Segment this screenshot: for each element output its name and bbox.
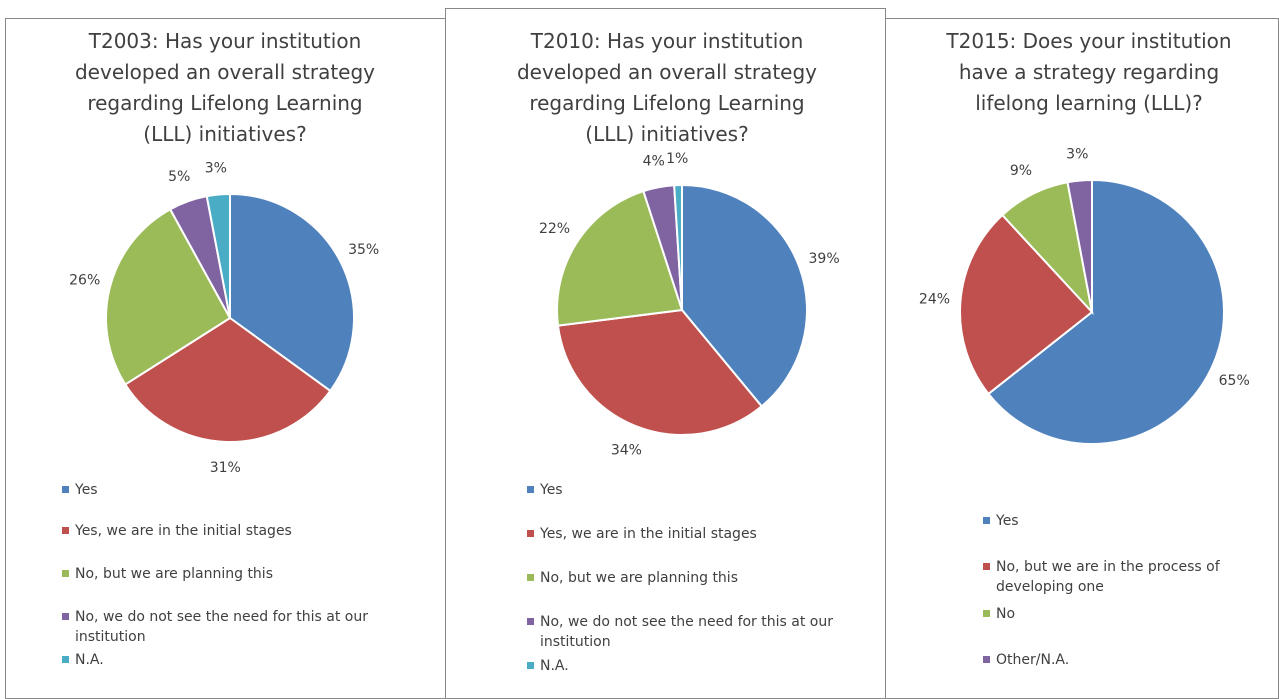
legend-label: No, but we are planning this <box>540 570 738 586</box>
legend-swatch <box>62 570 69 577</box>
legend-swatch <box>527 530 534 537</box>
legend-swatch <box>983 563 990 570</box>
pie-slice <box>673 183 683 311</box>
legend-swatch <box>527 574 534 581</box>
legend-swatch <box>983 610 990 617</box>
legend-swatch <box>527 486 534 493</box>
legend-label: Yes <box>540 482 563 498</box>
chart-title: T2003: Has your institution developed an… <box>74 29 376 146</box>
data-label: 31% <box>210 460 241 476</box>
data-label: 3% <box>1066 147 1088 163</box>
legend-swatch <box>62 656 69 663</box>
data-label: 65% <box>1219 373 1250 389</box>
legend-label: No <box>996 606 1016 622</box>
pie-slice <box>681 183 808 408</box>
chart-title: T2010: Has your institution developed an… <box>516 29 818 146</box>
pie-slice <box>123 316 332 443</box>
legend-swatch <box>62 527 69 534</box>
legend-swatch <box>527 618 534 625</box>
legend-label: Yes, we are in the initial stages <box>75 523 292 539</box>
data-label: 4% <box>643 154 665 170</box>
data-label: 39% <box>809 251 840 267</box>
pie-slice <box>229 192 355 393</box>
legend-swatch <box>527 662 534 669</box>
pie-slice <box>556 308 764 436</box>
data-label: 34% <box>611 442 642 458</box>
pie-slice <box>205 192 231 319</box>
legend-label: N.A. <box>75 652 104 668</box>
legend-label: No, but we are planning this <box>75 566 273 582</box>
legend-label: Yes <box>996 513 1019 529</box>
data-label: 5% <box>168 169 190 185</box>
data-label: 26% <box>69 273 100 289</box>
pie-slice <box>105 207 232 386</box>
legend-label: Yes, we are in the initial stages <box>540 526 757 542</box>
data-label: 9% <box>1010 163 1032 179</box>
data-label: 24% <box>919 292 950 308</box>
data-label: 3% <box>205 161 227 177</box>
legend-label: No, we do not see the need for this at o… <box>540 614 833 650</box>
chart-title: T2015: Does your institution have a stra… <box>946 29 1232 115</box>
data-label: 22% <box>539 221 570 237</box>
legend-swatch <box>983 656 990 663</box>
legend-label: N.A. <box>540 658 569 674</box>
legend-label: No, but we are in the process of develop… <box>996 559 1220 595</box>
legend-label: Other/N.A. <box>996 652 1070 668</box>
data-label: 35% <box>348 242 379 258</box>
legend-swatch <box>62 613 69 620</box>
pie-slice <box>1066 178 1093 313</box>
legend-swatch <box>62 486 69 493</box>
legend-swatch <box>983 517 990 524</box>
pie-slice <box>556 189 684 327</box>
data-label: 1% <box>666 151 688 167</box>
pie-slice <box>959 213 1094 396</box>
pie-slice <box>987 178 1225 445</box>
legend-label: No, we do not see the need for this at o… <box>75 609 368 645</box>
legend-label: Yes <box>75 482 98 498</box>
